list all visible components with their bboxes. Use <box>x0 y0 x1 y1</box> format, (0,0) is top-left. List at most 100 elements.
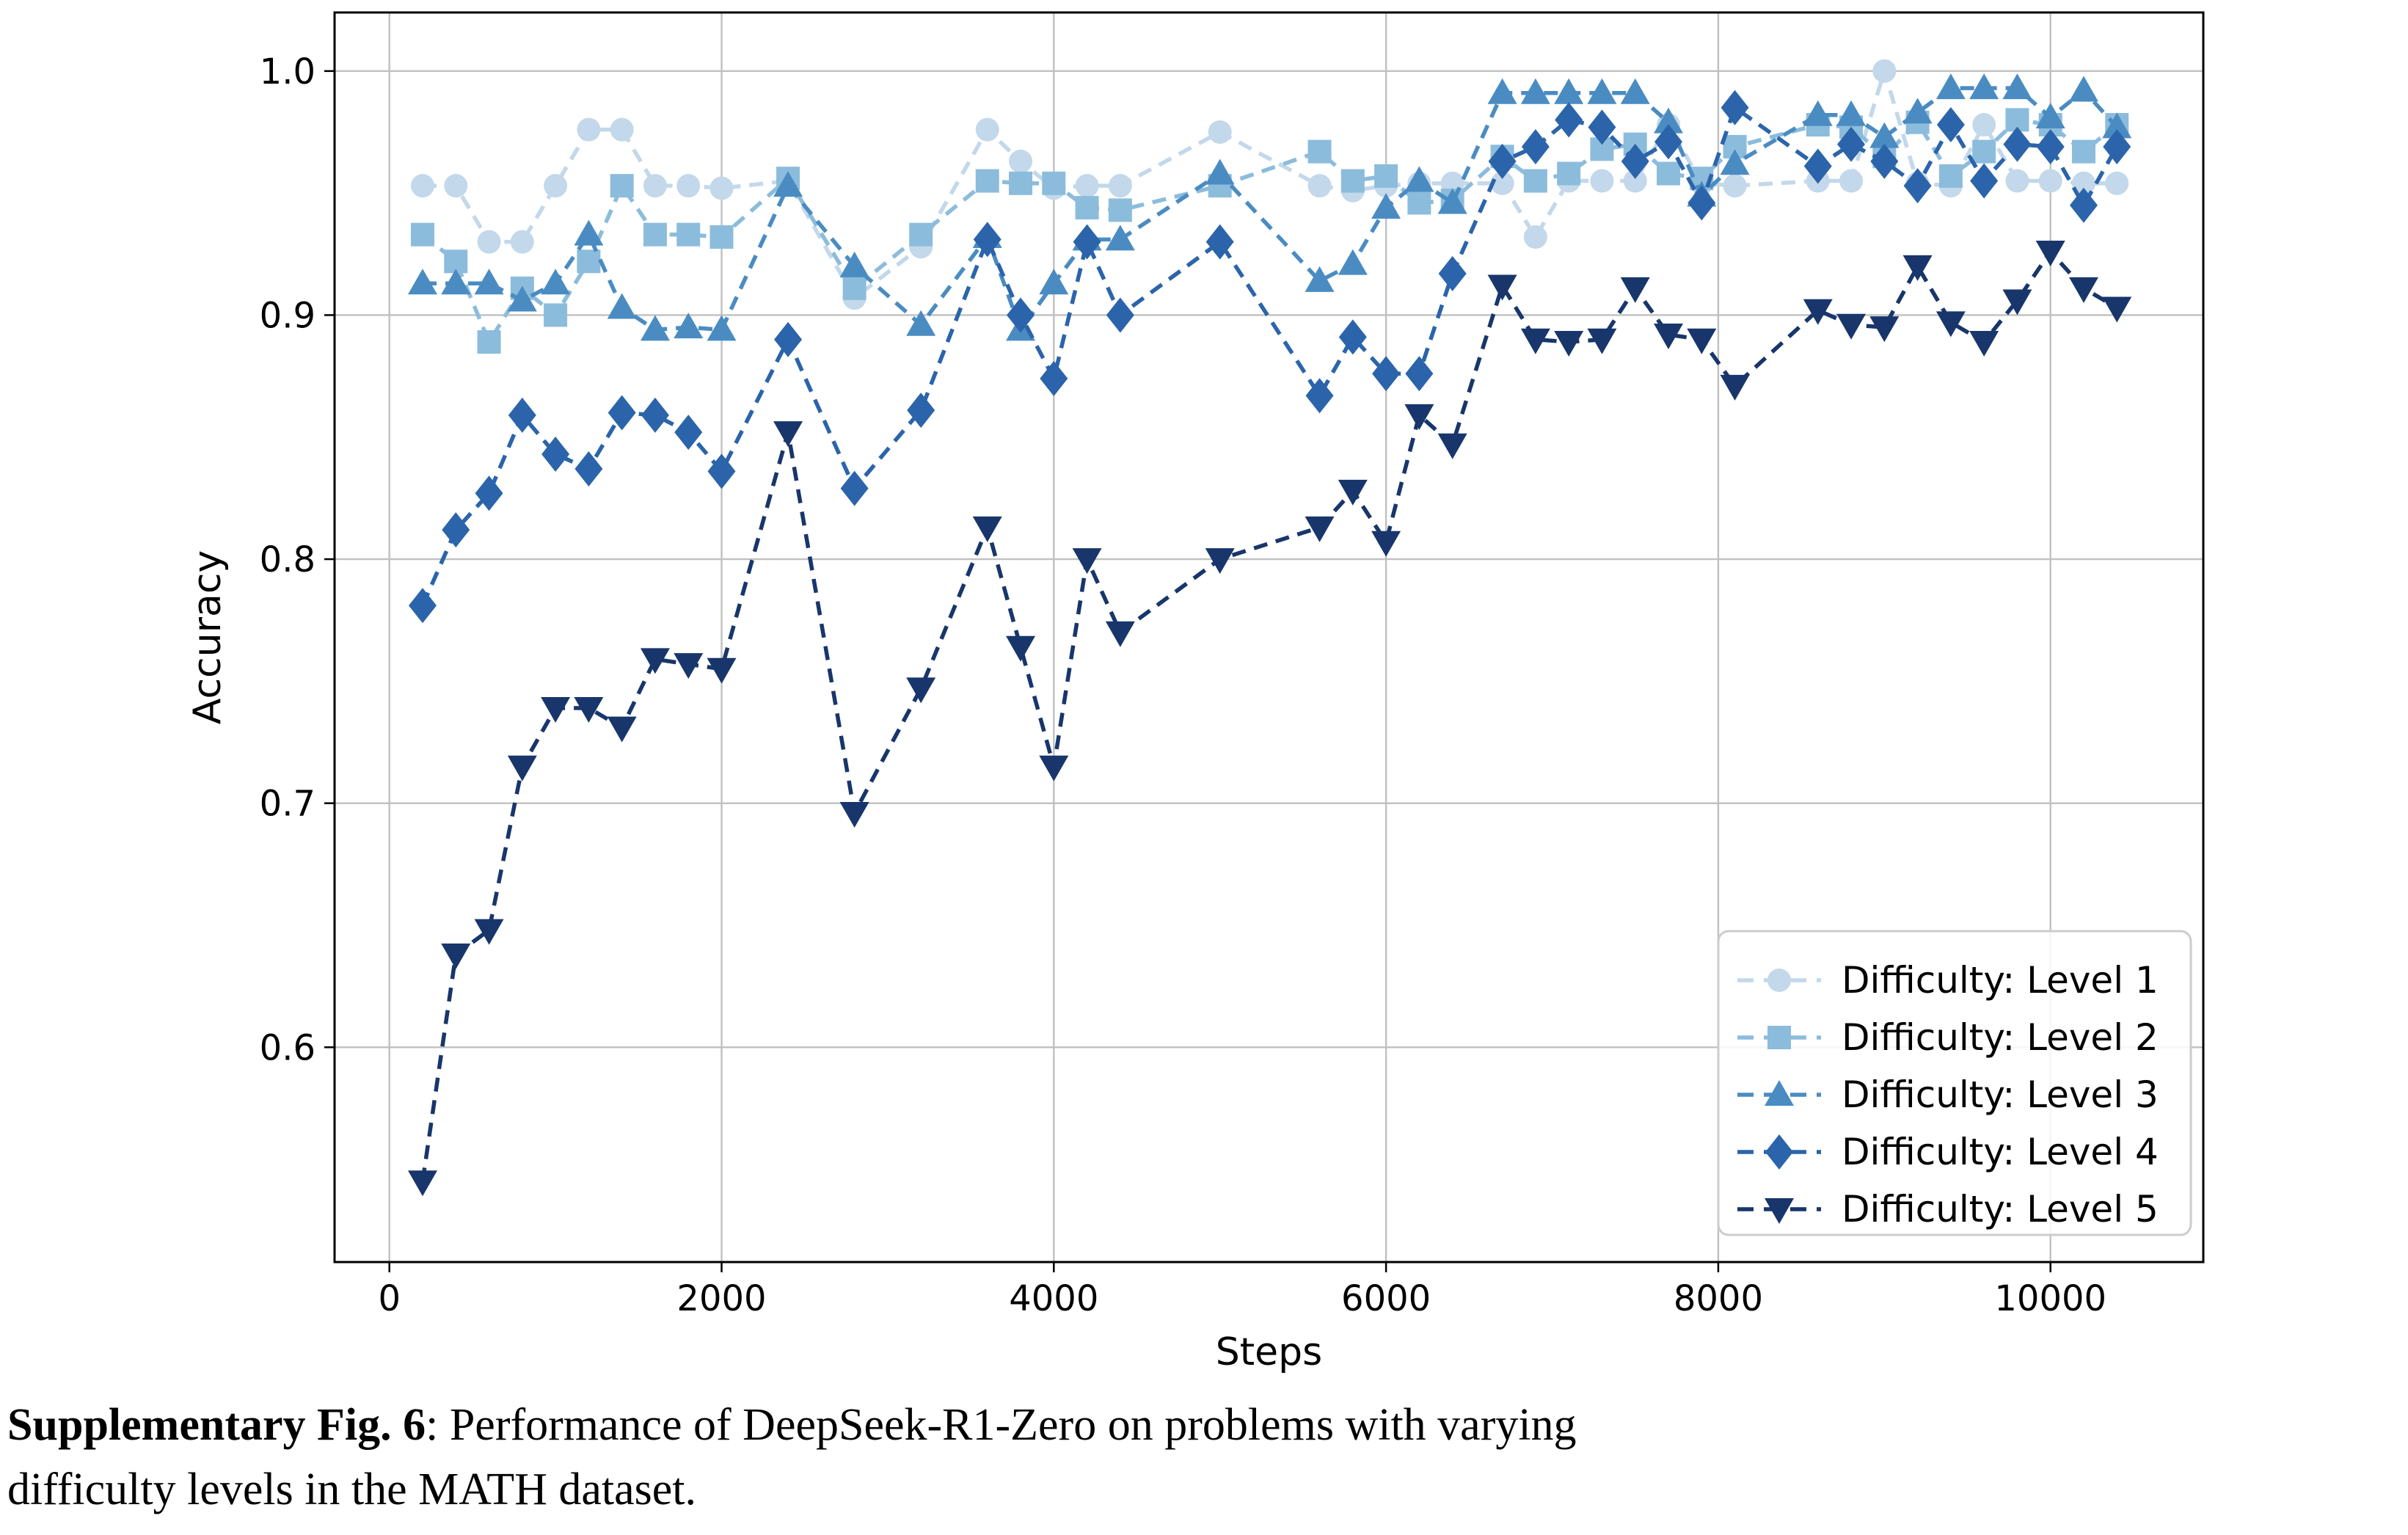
marker-level-3 <box>1487 78 1517 104</box>
marker-level-5 <box>674 653 704 679</box>
marker-level-5 <box>1105 621 1135 647</box>
series-level-4 <box>408 90 2131 624</box>
marker-level-5 <box>407 1170 437 1197</box>
marker-level-3 <box>906 310 936 336</box>
marker-level-1 <box>510 230 534 254</box>
marker-level-3 <box>541 269 571 295</box>
x-tick-label: 10000 <box>1994 1278 2106 1319</box>
marker-level-2 <box>410 222 434 247</box>
marker-level-5 <box>972 516 1002 542</box>
legend: Difficulty: Level 1 Difficulty: Level 2 Di… <box>1717 930 2192 1236</box>
marker-level-4 <box>1837 126 1866 162</box>
marker-level-1 <box>975 117 999 142</box>
marker-level-2 <box>2071 139 2095 164</box>
legend-item-level-2: Difficulty: Level 2 <box>1737 1016 2159 1059</box>
marker-level-3 <box>1039 269 1069 295</box>
marker-level-2 <box>1557 161 1581 186</box>
marker-level-4 <box>1405 356 1434 392</box>
caption-fig-number: Supplementary Fig. 6 <box>7 1400 426 1450</box>
marker-level-1 <box>1108 174 1132 198</box>
marker-level-2 <box>1042 171 1066 195</box>
marker-level-3 <box>2068 76 2098 102</box>
marker-level-5 <box>2002 289 2032 316</box>
marker-level-1 <box>1723 174 1747 198</box>
marker-level-4 <box>442 512 470 548</box>
marker-level-2 <box>1972 139 1996 164</box>
marker-level-2 <box>1938 164 1963 188</box>
marker-level-3 <box>839 251 869 277</box>
marker-level-5 <box>839 801 869 828</box>
marker-level-3 <box>1520 78 1550 104</box>
marker-level-1 <box>2105 171 2129 195</box>
marker-level-4 <box>1305 378 1334 414</box>
x-tick-label: 0 <box>378 1278 401 1319</box>
marker-level-1 <box>1208 120 1232 144</box>
marker-level-3 <box>674 313 704 339</box>
caption-text-line2: difficulty levels in the MATH dataset. <box>7 1465 696 1515</box>
marker-level-5 <box>1935 311 1966 338</box>
marker-level-2 <box>975 169 999 193</box>
marker-level-3 <box>1105 225 1135 251</box>
marker-level-4 <box>1903 168 1932 204</box>
marker-level-5 <box>707 657 737 684</box>
marker-level-1 <box>444 174 468 198</box>
marker-level-4 <box>1621 143 1649 179</box>
marker-level-1 <box>2071 171 2095 195</box>
legend-box <box>1717 930 2192 1236</box>
y-tick-label: 0.6 <box>260 1027 315 1068</box>
marker-level-5 <box>773 421 803 448</box>
marker-level-2 <box>577 249 601 274</box>
legend-item-level-4: Difficulty: Level 4 <box>1737 1131 2159 1173</box>
marker-level-5 <box>1437 433 1467 459</box>
y-tick-label: 0.8 <box>260 539 315 580</box>
marker-level-3 <box>1803 100 1833 126</box>
marker-level-5 <box>1687 328 1717 354</box>
marker-level-5 <box>474 919 504 945</box>
marker-level-4 <box>1040 360 1068 396</box>
marker-level-4 <box>574 451 603 486</box>
marker-level-3 <box>707 315 737 341</box>
marker-level-5 <box>1039 755 1069 781</box>
marker-level-5 <box>1072 548 1102 575</box>
marker-level-2 <box>709 225 734 249</box>
plot-border <box>333 11 2205 1264</box>
marker-level-3 <box>1720 149 1750 175</box>
legend-item-level-1: Difficulty: Level 1 <box>1737 959 2159 1002</box>
marker-level-3 <box>1935 73 1966 100</box>
marker-level-1 <box>1623 169 1647 193</box>
marker-level-3 <box>1305 266 1335 292</box>
marker-level-5 <box>2035 240 2065 266</box>
marker-level-3 <box>2002 73 2032 100</box>
marker-level-2 <box>1523 169 1547 193</box>
marker-level-3 <box>2102 112 2132 139</box>
marker-level-2 <box>610 174 634 198</box>
marker-level-4 <box>1073 224 1101 260</box>
marker-level-1 <box>2038 169 2062 193</box>
marker-level-5 <box>640 648 670 674</box>
marker-level-4 <box>508 397 536 433</box>
marker-level-3 <box>1836 100 1867 126</box>
marker-level-4 <box>1106 297 1134 333</box>
marker-level-3 <box>1587 78 1617 104</box>
x-tick-label: 6000 <box>1341 1278 1431 1319</box>
marker-level-3 <box>1620 78 1650 104</box>
marker-level-4 <box>608 395 636 431</box>
marker-level-5 <box>607 716 637 743</box>
marker-level-2 <box>842 276 866 300</box>
marker-level-5 <box>1587 328 1617 354</box>
marker-level-4 <box>840 470 869 506</box>
marker-level-3 <box>574 219 604 246</box>
legend-label: Difficulty: Level 4 <box>1842 1131 2159 1173</box>
marker-level-5 <box>1720 374 1750 401</box>
marker-level-5 <box>1620 277 1650 303</box>
marker-level-2 <box>477 330 501 354</box>
marker-level-1 <box>610 117 634 142</box>
x-tick-label: 4000 <box>1009 1278 1098 1319</box>
marker-level-2 <box>1656 161 1680 186</box>
legend-marker-circle-icon <box>1767 969 1791 992</box>
marker-level-3 <box>407 269 437 295</box>
y-tick-label: 0.7 <box>260 784 315 825</box>
marker-level-3 <box>2035 103 2065 129</box>
marker-level-5 <box>2068 277 2098 303</box>
marker-level-1 <box>1972 113 1996 137</box>
